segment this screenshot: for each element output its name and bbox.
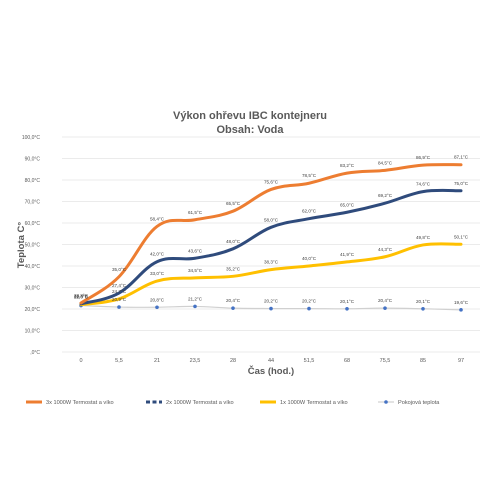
data-point-room-temperature [193, 304, 197, 309]
data-label: 74,6°C [416, 182, 431, 187]
data-point-room-temperature [155, 305, 159, 310]
x-tick-label: 51,5 [304, 358, 315, 364]
y-tick-label: 50,0°C [25, 243, 41, 249]
data-label: 43,6°C [188, 248, 203, 253]
data-label: 35,2°C [226, 266, 241, 271]
data-label: 20,2°C [302, 299, 317, 304]
data-label: 22,0°C [74, 295, 89, 300]
data-point-room-temperature [383, 306, 387, 310]
legend-label: 3x 1000W Termostat a víko [46, 400, 114, 406]
data-label: 22,8°C [74, 293, 89, 298]
data-label: 38,3°C [264, 260, 279, 265]
data-label: 75,0°C [454, 181, 469, 186]
data-label: 44,3°C [378, 247, 393, 252]
y-axis-title: Teplota C° [16, 222, 27, 269]
legend-label: 1x 1000W Termostat a víko [280, 400, 348, 406]
data-label: 65,0°C [340, 202, 355, 207]
data-label: 34,5°C [188, 268, 203, 273]
y-tick-label: 100,0°C [22, 135, 41, 141]
data-label: 48,0°C [226, 239, 241, 244]
y-tick-label: ,0°C [30, 350, 40, 356]
y-tick-label: 10,0°C [25, 329, 41, 335]
data-label: 24,7°C [112, 289, 127, 294]
x-tick-label: 75,5 [380, 358, 391, 364]
data-point-room-temperature [459, 308, 463, 312]
data-label: 20,1°C [340, 299, 355, 304]
y-tick-label: 40,0°C [25, 264, 41, 270]
data-label: 62,0°C [302, 209, 317, 214]
data-label: 33,0°C [150, 271, 165, 276]
data-label: 58,0°C [264, 217, 279, 222]
data-label: 21,2°C [188, 296, 203, 301]
data-point-room-temperature [345, 306, 349, 311]
x-tick-label: 23,5 [190, 358, 201, 364]
x-tick-label: 28 [230, 358, 236, 364]
series-line-3 [79, 242, 463, 307]
data-label: 40,0°C [302, 256, 317, 261]
data-label: 35,0°C [112, 267, 127, 272]
data-label: 78,5°C [302, 173, 317, 178]
data-label: 58,4°C [150, 216, 165, 221]
data-label: 27,4°C [112, 283, 127, 288]
legend-label: Pokojová teplota [398, 400, 440, 406]
data-label: 41,9°C [340, 252, 355, 257]
legend-marker [384, 400, 388, 404]
data-label: 75,6°C [264, 179, 279, 184]
x-tick-label: 0 [79, 358, 82, 364]
data-point-room-temperature [117, 305, 121, 309]
data-label: 69,2°C [378, 193, 393, 198]
x-tick-label: 68 [344, 358, 350, 364]
data-label: 20,2°C [264, 299, 279, 304]
data-label: 22,4°C [74, 294, 89, 299]
x-tick-label: 44 [268, 358, 274, 364]
data-label: 19,6°C [454, 300, 469, 305]
chart-subtitle: Obsah: Voda [216, 124, 284, 136]
x-tick-label: 85 [420, 358, 426, 364]
series-line-2 [79, 188, 463, 306]
y-tick-label: 30,0°C [25, 286, 41, 292]
data-label: 20,1°C [416, 299, 431, 304]
data-label: 61,5°C [188, 210, 203, 215]
x-tick-label: 97 [458, 358, 464, 364]
data-point-room-temperature [307, 306, 311, 311]
data-label: 20,8°C [150, 297, 165, 302]
x-tick-label: 21 [154, 358, 160, 364]
y-tick-label: 90,0°C [25, 157, 41, 163]
y-tick-label: 70,0°C [25, 200, 41, 206]
legend-label: 2x 1000W Termostat a víko [166, 400, 234, 406]
x-tick-label: 5,5 [115, 358, 123, 364]
data-point-room-temperature [421, 306, 425, 311]
data-label: 20,4°C [378, 298, 393, 303]
data-label: 87,1°C [454, 155, 469, 160]
y-tick-label: 20,0°C [25, 307, 41, 313]
data-point-room-temperature [269, 306, 273, 311]
series-line-1 [79, 163, 463, 305]
data-label: 65,5°C [226, 201, 241, 206]
data-label: 42,0°C [150, 252, 165, 257]
data-label: 20,4°C [226, 298, 241, 303]
data-label: 86,9°C [416, 155, 431, 160]
data-label: 83,2°C [340, 163, 355, 168]
chart-title: Výkon ohřevu IBC kontejneru [172, 110, 328, 122]
data-label: 50,1°C [454, 234, 469, 239]
x-axis-title: Čas (hod.) [248, 365, 294, 377]
data-label: 84,5°C [378, 160, 393, 165]
y-tick-label: 60,0°C [25, 221, 41, 227]
data-label: 49,8°C [416, 235, 431, 240]
data-label: 20,9°C [112, 297, 127, 302]
y-tick-label: 80,0°C [25, 178, 41, 184]
data-point-room-temperature [231, 306, 235, 310]
